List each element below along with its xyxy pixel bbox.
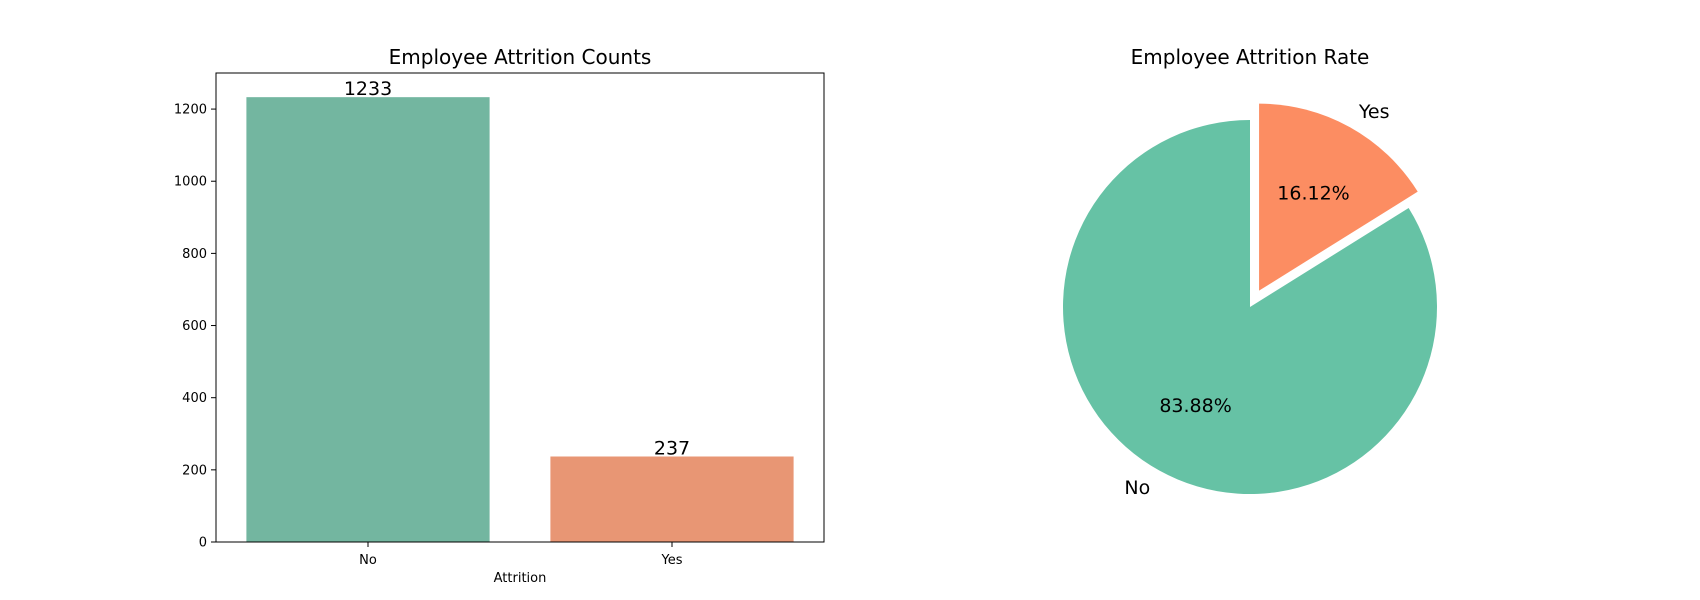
pie-percent-label-no: 83.88% — [1159, 395, 1231, 417]
y-tick-label: 1000 — [174, 175, 207, 190]
bar-value-label-no: 1233 — [344, 78, 392, 100]
x-tick-label-no: No — [359, 553, 377, 568]
bar-y-axis: 0 200 400 600 800 1000 1200 — [174, 103, 216, 551]
bar-chart-title: Employee Attrition Counts — [389, 45, 652, 69]
bar-yes — [550, 456, 794, 542]
bar-marks: 1233 237 — [246, 78, 794, 542]
pie-category-label-yes: Yes — [1358, 101, 1390, 123]
pie-marks: 83.88% No 16.12% Yes — [1063, 101, 1437, 499]
pie-percent-label-yes: 16.12% — [1277, 183, 1349, 205]
bar-plot-frame — [215, 72, 825, 543]
bar-chart: Employee Attrition Counts 1233 237 0 200 40… — [174, 45, 825, 586]
y-tick-label: 200 — [182, 463, 207, 478]
pie-chart: Employee Attrition Rate 83.88% No 16.12% Ye… — [1063, 45, 1437, 499]
y-tick-label: 600 — [182, 319, 207, 334]
bar-x-axis: No Yes — [359, 542, 683, 568]
bar-value-label-yes: 237 — [654, 437, 690, 459]
bar-x-axis-label: Attrition — [494, 571, 547, 586]
x-tick-label-yes: Yes — [661, 553, 683, 568]
bar-no — [246, 97, 490, 542]
y-tick-label: 800 — [182, 247, 207, 262]
y-tick-label: 1200 — [174, 103, 207, 118]
pie-category-label-no: No — [1124, 477, 1150, 499]
pie-chart-title: Employee Attrition Rate — [1131, 45, 1370, 69]
y-tick-label: 400 — [182, 391, 207, 406]
pie-slice-yes — [1259, 103, 1418, 291]
y-tick-label: 0 — [199, 536, 207, 551]
pie-slice-no — [1063, 120, 1437, 494]
